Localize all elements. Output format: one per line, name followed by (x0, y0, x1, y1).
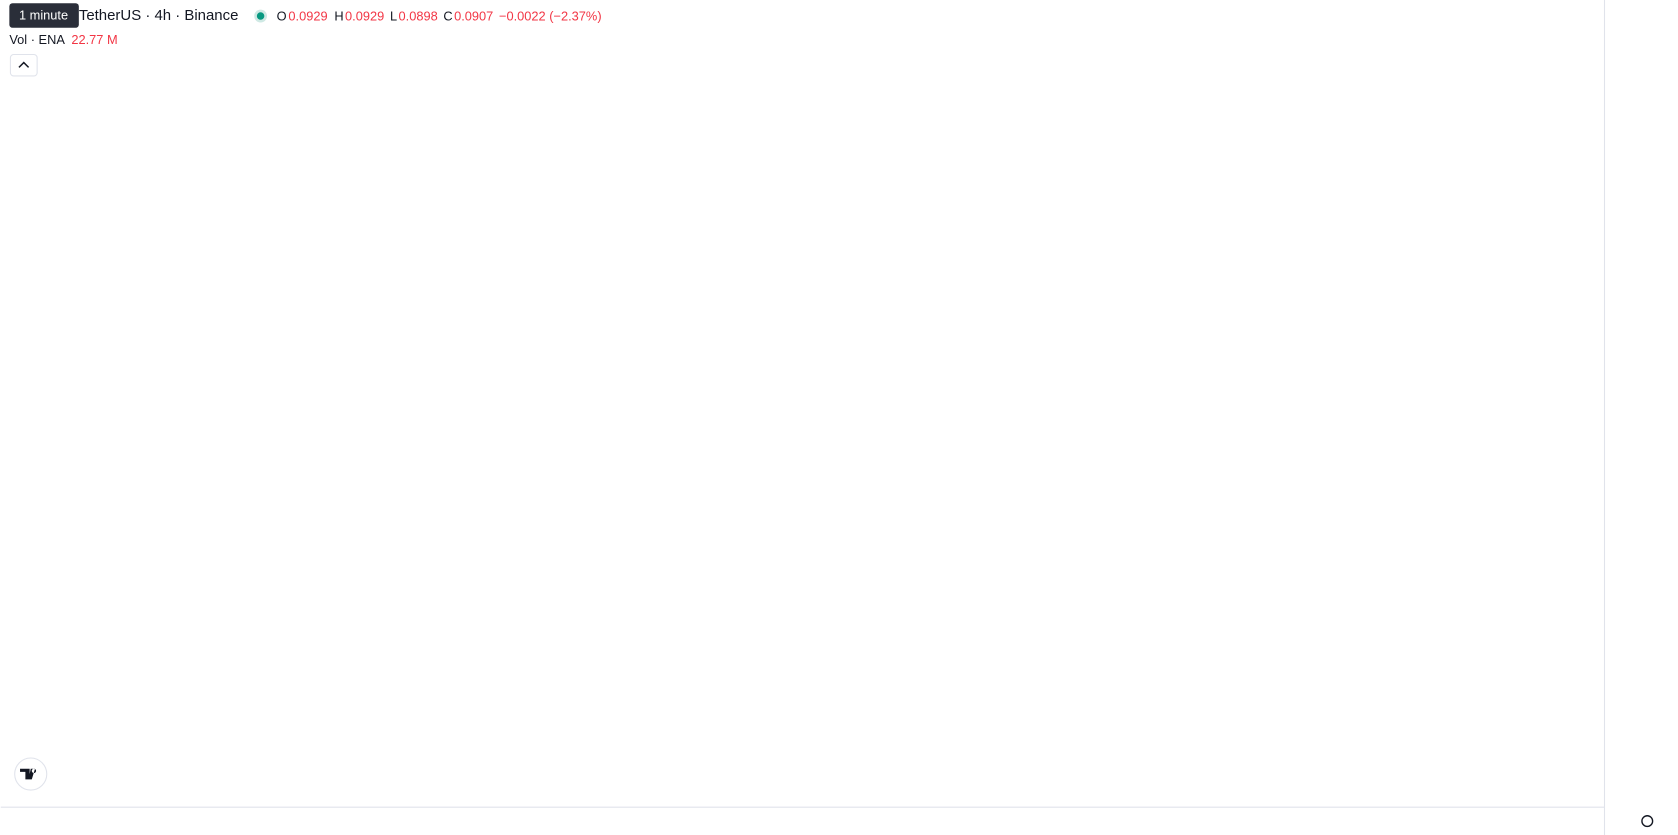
c-key: C (443, 8, 452, 23)
h-val: 0.0929 (345, 8, 384, 23)
settings-icon[interactable] (1641, 815, 1654, 828)
o-val: 0.0929 (288, 8, 327, 23)
h-key: H (334, 8, 343, 23)
legend: 1 minute TetherUS · 4h · Binance O 0.092… (9, 3, 602, 77)
tooltip: 1 minute (19, 7, 68, 22)
l-val: 0.0898 (399, 8, 438, 23)
status-dot (256, 12, 265, 20)
symbol[interactable]: TetherUS · 4h · Binance (79, 7, 239, 24)
l-key: L (390, 8, 397, 23)
change: −0.0022 (−2.37%) (499, 8, 602, 23)
collapse-button[interactable] (9, 53, 38, 77)
logo (20, 768, 37, 780)
collapse-icon (18, 61, 30, 68)
vol-key: Vol · ENA (9, 32, 65, 47)
vol-val: 22.77 M (71, 32, 117, 47)
c-val: 0.0907 (454, 8, 493, 23)
o-key: O (277, 8, 287, 23)
tooltip-box (9, 3, 79, 28)
